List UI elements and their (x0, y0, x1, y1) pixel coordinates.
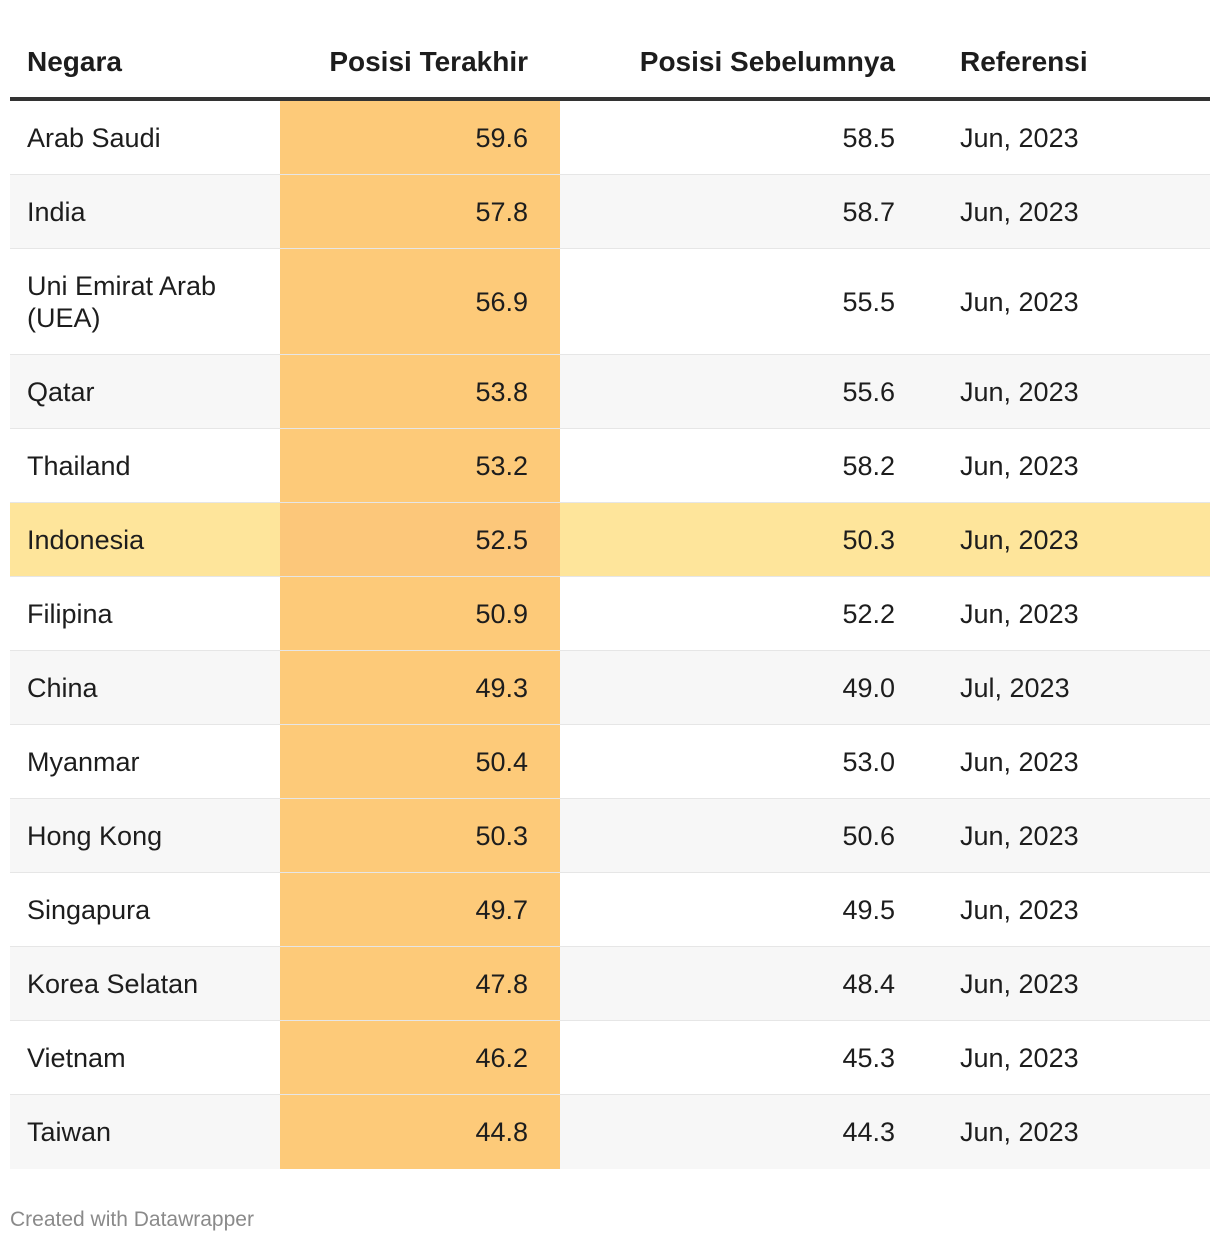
cell-reference: Jun, 2023 (960, 122, 1079, 153)
cell-reference: Jun, 2023 (960, 196, 1079, 227)
cell-previous: 53.0 (842, 746, 895, 777)
cell-reference: Jun, 2023 (960, 746, 1079, 777)
cell-latest: 46.2 (475, 1042, 528, 1073)
cell-previous: 50.3 (842, 524, 895, 555)
cell-latest: 59.6 (475, 122, 528, 153)
cell-latest: 44.8 (475, 1117, 528, 1147)
cell-latest: 50.3 (475, 820, 528, 851)
highlight-column-band (280, 799, 560, 872)
cell-country: Filipina (27, 598, 113, 629)
cell-country: Myanmar (27, 746, 140, 777)
cell-latest: 50.9 (475, 598, 528, 629)
cell-country: Arab Saudi (27, 122, 161, 153)
cell-latest: 49.3 (475, 672, 528, 703)
table-row: Thailand 53.2 58.2 Jun, 2023 (10, 429, 1210, 503)
table-row: China 49.3 49.0 Jul, 2023 (10, 651, 1210, 725)
cell-country: China (27, 672, 98, 703)
cell-country: Vietnam (27, 1042, 126, 1073)
table-row: Uni Emirat Arab (UEA) 56.9 55.5 Jun, 2023 (10, 249, 1210, 355)
cell-reference: Jun, 2023 (960, 524, 1079, 555)
header-posisi-terakhir: Posisi Terakhir (329, 45, 528, 77)
cell-reference: Jul, 2023 (960, 672, 1070, 703)
table-row: Indonesia 52.5 50.3 Jun, 2023 (10, 503, 1210, 577)
data-table: Negara Posisi Terakhir Posisi Sebelumnya… (10, 20, 1210, 1169)
cell-country: Indonesia (27, 524, 145, 555)
cell-previous: 58.2 (842, 450, 895, 481)
table-row: India 57.8 58.7 Jun, 2023 (10, 175, 1210, 249)
cell-latest: 49.7 (475, 894, 528, 925)
cell-latest: 52.5 (475, 524, 528, 555)
cell-reference: Jun, 2023 (960, 1042, 1079, 1073)
header-posisi-sebelumnya: Posisi Sebelumnya (639, 45, 895, 77)
cell-previous: 49.0 (842, 672, 895, 703)
highlight-column-band (280, 873, 560, 946)
cell-country: Uni Emirat Arab (UEA) (27, 270, 217, 333)
cell-reference: Jun, 2023 (960, 376, 1079, 407)
header-referensi: Referensi (960, 45, 1088, 77)
cell-reference: Jun, 2023 (960, 968, 1079, 999)
cell-country: Singapura (27, 894, 151, 925)
table-row: Taiwan 44.8 44.3 Jun, 2023 (10, 1095, 1210, 1169)
highlight-column-band (280, 503, 560, 576)
cell-previous: 50.6 (842, 820, 895, 851)
table-row: Hong Kong 50.3 50.6 Jun, 2023 (10, 799, 1210, 873)
cell-reference: Jun, 2023 (960, 820, 1079, 851)
cell-country: Thailand (27, 450, 131, 481)
cell-latest: 56.9 (475, 286, 528, 317)
highlight-column-band (280, 947, 560, 1020)
cell-previous: 55.6 (842, 376, 895, 407)
highlight-column-band (280, 175, 560, 248)
table-row: Myanmar 50.4 53.0 Jun, 2023 (10, 725, 1210, 799)
cell-latest: 50.4 (475, 746, 528, 777)
cell-previous: 58.7 (842, 196, 895, 227)
cell-reference: Jun, 2023 (960, 450, 1079, 481)
cell-previous: 55.5 (842, 286, 895, 317)
cell-previous: 44.3 (842, 1117, 895, 1147)
cell-previous: 52.2 (842, 598, 895, 629)
cell-reference: Jun, 2023 (960, 894, 1079, 925)
highlight-column-band (280, 101, 560, 174)
highlight-column-band (280, 1095, 560, 1169)
cell-country: Hong Kong (27, 820, 163, 851)
table-row: Filipina 50.9 52.2 Jun, 2023 (10, 577, 1210, 651)
cell-latest: 53.2 (475, 450, 528, 481)
highlight-column-band (280, 249, 560, 354)
cell-latest: 53.8 (475, 376, 528, 407)
cell-latest: 57.8 (475, 196, 528, 227)
table-body: Arab Saudi 59.6 58.5 Jun, 2023 India 57.8 58.7… (10, 101, 1210, 1169)
table-row: Vietnam 46.2 45.3 Jun, 2023 (10, 1021, 1210, 1095)
highlight-column-band (280, 651, 560, 724)
table-row: Korea Selatan 47.8 48.4 Jun, 2023 (10, 947, 1210, 1021)
highlight-column-band (280, 725, 560, 798)
cell-reference: Jun, 2023 (960, 598, 1079, 629)
header-negara: Negara (27, 45, 122, 77)
cell-country: India (27, 196, 86, 227)
cell-previous: 45.3 (842, 1042, 895, 1073)
footer-credit: Created with Datawrapper (10, 1208, 254, 1231)
cell-latest: 47.8 (475, 968, 528, 999)
cell-country: Qatar (27, 376, 95, 407)
cell-country: Taiwan (27, 1117, 112, 1147)
cell-country: Korea Selatan (27, 968, 199, 999)
table-header: Negara Posisi Terakhir Posisi Sebelumnya… (10, 20, 1210, 101)
highlight-column-band (280, 355, 560, 428)
table-row: Arab Saudi 59.6 58.5 Jun, 2023 (10, 101, 1210, 175)
cell-previous: 48.4 (842, 968, 895, 999)
table-row: Singapura 49.7 49.5 Jun, 2023 (10, 873, 1210, 947)
cell-previous: 49.5 (842, 894, 895, 925)
highlight-column-band (280, 429, 560, 502)
cell-reference: Jun, 2023 (960, 1117, 1079, 1147)
cell-previous: 58.5 (842, 122, 895, 153)
highlight-column-band (280, 577, 560, 650)
highlight-column-band (280, 1021, 560, 1094)
table-row: Qatar 53.8 55.6 Jun, 2023 (10, 355, 1210, 429)
cell-reference: Jun, 2023 (960, 286, 1079, 317)
